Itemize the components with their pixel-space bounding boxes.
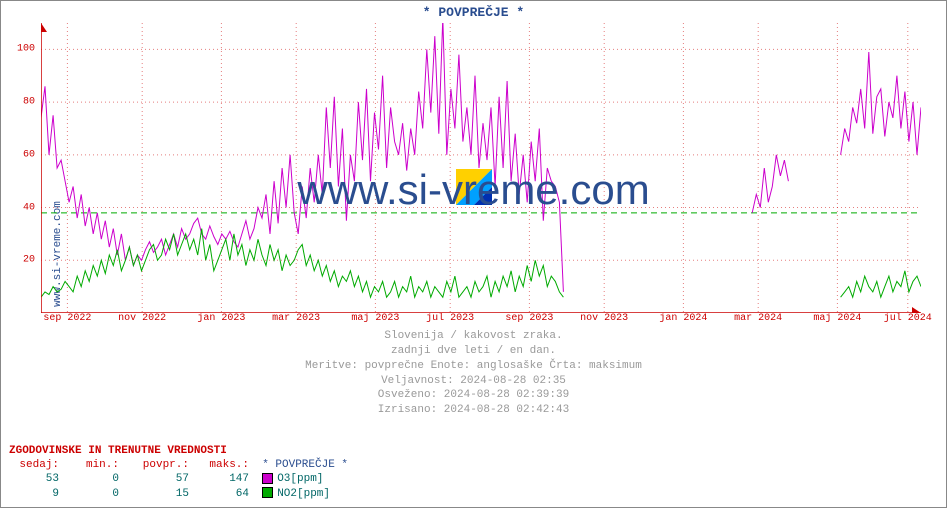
caption-line-3: Meritve: povprečne Enote: anglosaške Črt… (1, 359, 946, 374)
chart-caption: Slovenija / kakovost zraka. zadnji dve l… (1, 329, 946, 418)
x-tick-label: nov 2023 (580, 313, 628, 324)
caption-line-4: Veljavnost: 2024-08-28 02:35 (1, 374, 946, 389)
x-tick-label: jan 2024 (659, 313, 707, 324)
x-tick-label: jan 2023 (197, 313, 245, 324)
y-tick-column: 20 40 60 80 100 (1, 23, 37, 313)
y-tick-label: 80 (23, 97, 35, 108)
stats-row: 53057147 O3[ppm] (9, 472, 348, 486)
x-tick-label: jul 2024 (884, 313, 932, 324)
x-tick-label: maj 2024 (813, 313, 861, 324)
stats-row: 901564 NO2[ppm] (9, 487, 348, 501)
legend-swatch-icon (262, 487, 273, 498)
x-tick-label: mar 2024 (734, 313, 782, 324)
y-tick-label: 100 (17, 44, 35, 55)
stats-table: ZGODOVINSKE IN TRENUTNE VREDNOSTIsedaj:m… (9, 444, 348, 501)
legend-swatch-icon (262, 473, 273, 484)
caption-line-5: Osveženo: 2024-08-28 02:39:39 (1, 388, 946, 403)
y-tick-label: 40 (23, 202, 35, 213)
chart-title: * POVPREČJE * (1, 1, 946, 20)
x-tick-label: mar 2023 (272, 313, 320, 324)
stats-column-labels: sedaj:min.:povpr.:maks.: * POVPREČJE * (9, 458, 348, 472)
x-tick-label: maj 2023 (351, 313, 399, 324)
x-tick-label: sep 2023 (505, 313, 553, 324)
caption-line-1: Slovenija / kakovost zraka. (1, 329, 946, 344)
x-tick-label: nov 2022 (118, 313, 166, 324)
x-tick-label: jul 2023 (426, 313, 474, 324)
legend-series-label: NO2[ppm] (277, 488, 330, 500)
stats-header: ZGODOVINSKE IN TRENUTNE VREDNOSTI (9, 444, 348, 458)
x-tick-row: sep 2022 nov 2022 jan 2023 mar 2023 maj 2023… (41, 313, 921, 329)
y-tick-label: 60 (23, 149, 35, 160)
y-tick-label: 20 (23, 255, 35, 266)
caption-line-2: zadnji dve leti / en dan. (1, 344, 946, 359)
x-tick-label: sep 2022 (43, 313, 91, 324)
legend-series-label: O3[ppm] (277, 473, 323, 485)
caption-line-6: Izrisano: 2024-08-28 02:42:43 (1, 403, 946, 418)
chart-plot-area (41, 23, 921, 313)
